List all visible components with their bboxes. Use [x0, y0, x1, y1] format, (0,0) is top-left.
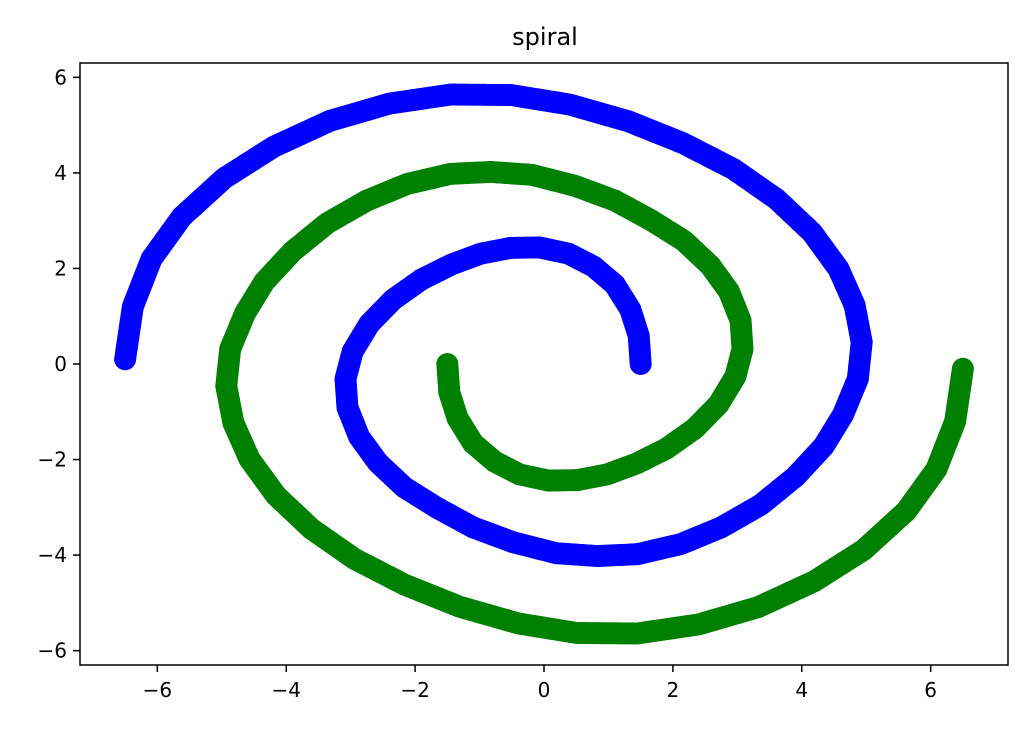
y-tick-label: −4	[38, 543, 67, 567]
data-point	[114, 348, 137, 371]
series-0	[114, 83, 873, 568]
x-tick-label: −6	[143, 678, 172, 702]
x-tick-label: −4	[271, 678, 300, 702]
axes-frame	[79, 62, 1009, 666]
y-tick-label: −6	[38, 639, 67, 663]
y-tick-label: 4	[54, 161, 67, 185]
data-point	[951, 357, 974, 380]
x-tick-label: −2	[400, 678, 429, 702]
x-tick-label: 6	[924, 678, 937, 702]
chart-title: spiral	[512, 23, 578, 51]
y-tick-label: 2	[54, 256, 67, 280]
y-tick-label: 6	[54, 65, 67, 89]
series-1	[215, 160, 974, 645]
y-tick-label: −2	[38, 448, 67, 472]
x-tick-label: 4	[795, 678, 808, 702]
y-axis: −6 −4 −2 0 2 4 6	[38, 65, 80, 663]
x-tick-label: 0	[538, 678, 551, 702]
x-tick-label: 2	[667, 678, 680, 702]
x-axis: −6 −4 −2 0 2 4 6	[143, 665, 937, 702]
y-tick-label: 0	[54, 352, 67, 376]
plot-area	[114, 83, 974, 645]
